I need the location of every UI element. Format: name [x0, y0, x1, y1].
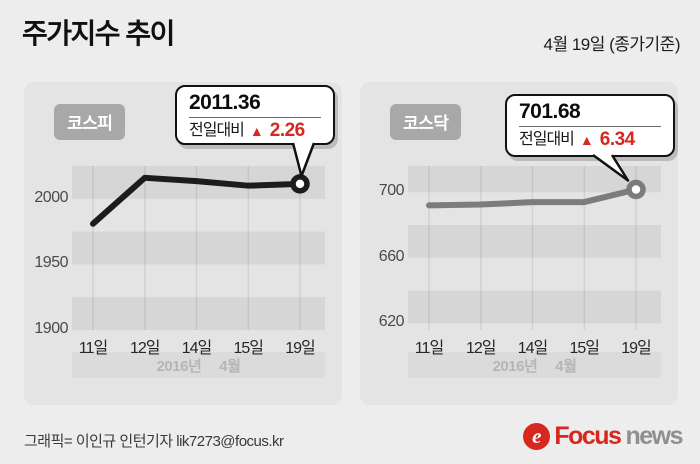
last-point-marker — [290, 174, 310, 194]
kosdaq-close-value: 701.68 — [519, 100, 581, 123]
y-tick-label: 1950 — [34, 254, 68, 272]
date-note: 4월 19일 (종가기준) — [543, 35, 681, 54]
focus-news-emblem-icon: e — [523, 423, 551, 450]
logo-text-focus: Focus — [554, 422, 622, 450]
grid-stripe — [72, 231, 325, 265]
x-tick-label: 19일 — [621, 340, 652, 357]
up-triangle-icon: ▲ — [579, 132, 594, 148]
grid-stripe — [408, 225, 661, 258]
kospi-close-value: 2011.36 — [189, 91, 261, 114]
x-tick-label: 11일 — [78, 340, 108, 357]
y-tick-label: 1900 — [34, 320, 68, 337]
change-label: 전일대비 — [519, 131, 575, 148]
graphic-credit: 그래픽= 이인규 인턴기자 lik7273@focus.kr — [24, 433, 284, 450]
page-title: 주가지수 추이 — [22, 18, 175, 49]
index-line — [90, 174, 303, 227]
kosdaq-period-band: 2016년 4월 — [408, 352, 661, 378]
period-year-label: 2016년 — [156, 357, 202, 375]
kospi-chart-panel: 2000 1950 1900 11일 12일 14일 15일 19일 2016년 4월 코스… — [24, 82, 342, 405]
kosdaq-change-value: 6.34 — [599, 129, 635, 150]
index-line — [426, 186, 639, 209]
y-tick-label: 700 — [378, 182, 405, 200]
last-point-marker — [626, 179, 646, 200]
kospi-change-value: 2.26 — [269, 120, 305, 141]
x-tick-label: 14일 — [181, 340, 213, 357]
logo-text-news: news — [625, 422, 683, 450]
y-tick-label: 2000 — [34, 188, 68, 206]
period-year-label: 2016년 — [492, 357, 538, 375]
callout-divider — [519, 126, 661, 127]
x-tick-label: 14일 — [517, 340, 549, 357]
kosdaq-line-chart — [408, 166, 661, 330]
x-tick-label: 11일 — [414, 340, 444, 357]
kospi-period-band: 2016년 4월 — [72, 352, 325, 378]
x-tick-label: 19일 — [285, 340, 316, 357]
y-tick-label: 620 — [378, 313, 405, 331]
period-month-label: 4월 — [555, 357, 577, 375]
x-tick-label: 12일 — [465, 340, 497, 357]
x-tick-label: 15일 — [233, 340, 264, 357]
callout-divider — [189, 117, 321, 118]
kosdaq-badge: 코스닥 — [390, 104, 462, 140]
period-month-label: 4월 — [219, 357, 241, 375]
grid-stripe — [408, 290, 661, 324]
focus-news-logo: e Focus news — [523, 422, 683, 451]
y-tick-label: 660 — [378, 247, 405, 265]
grid-stripe — [408, 166, 661, 193]
kosdaq-chart-panel: 700 660 620 11일 12일 14일 15일 19일 2016년 4월 코스닥 7… — [360, 82, 678, 405]
x-tick-label: 12일 — [129, 340, 161, 357]
grid-stripe — [72, 297, 325, 330]
up-triangle-icon: ▲ — [249, 123, 264, 139]
kospi-callout: 2011.36 전일대비 ▲ 2.26 — [175, 85, 335, 145]
kospi-badge: 코스피 — [54, 104, 126, 140]
kospi-line-chart — [72, 166, 325, 330]
kosdaq-callout: 701.68 전일대비 ▲ 6.34 — [505, 94, 675, 157]
x-tick-label: 15일 — [569, 340, 600, 357]
change-label: 전일대비 — [189, 122, 245, 139]
